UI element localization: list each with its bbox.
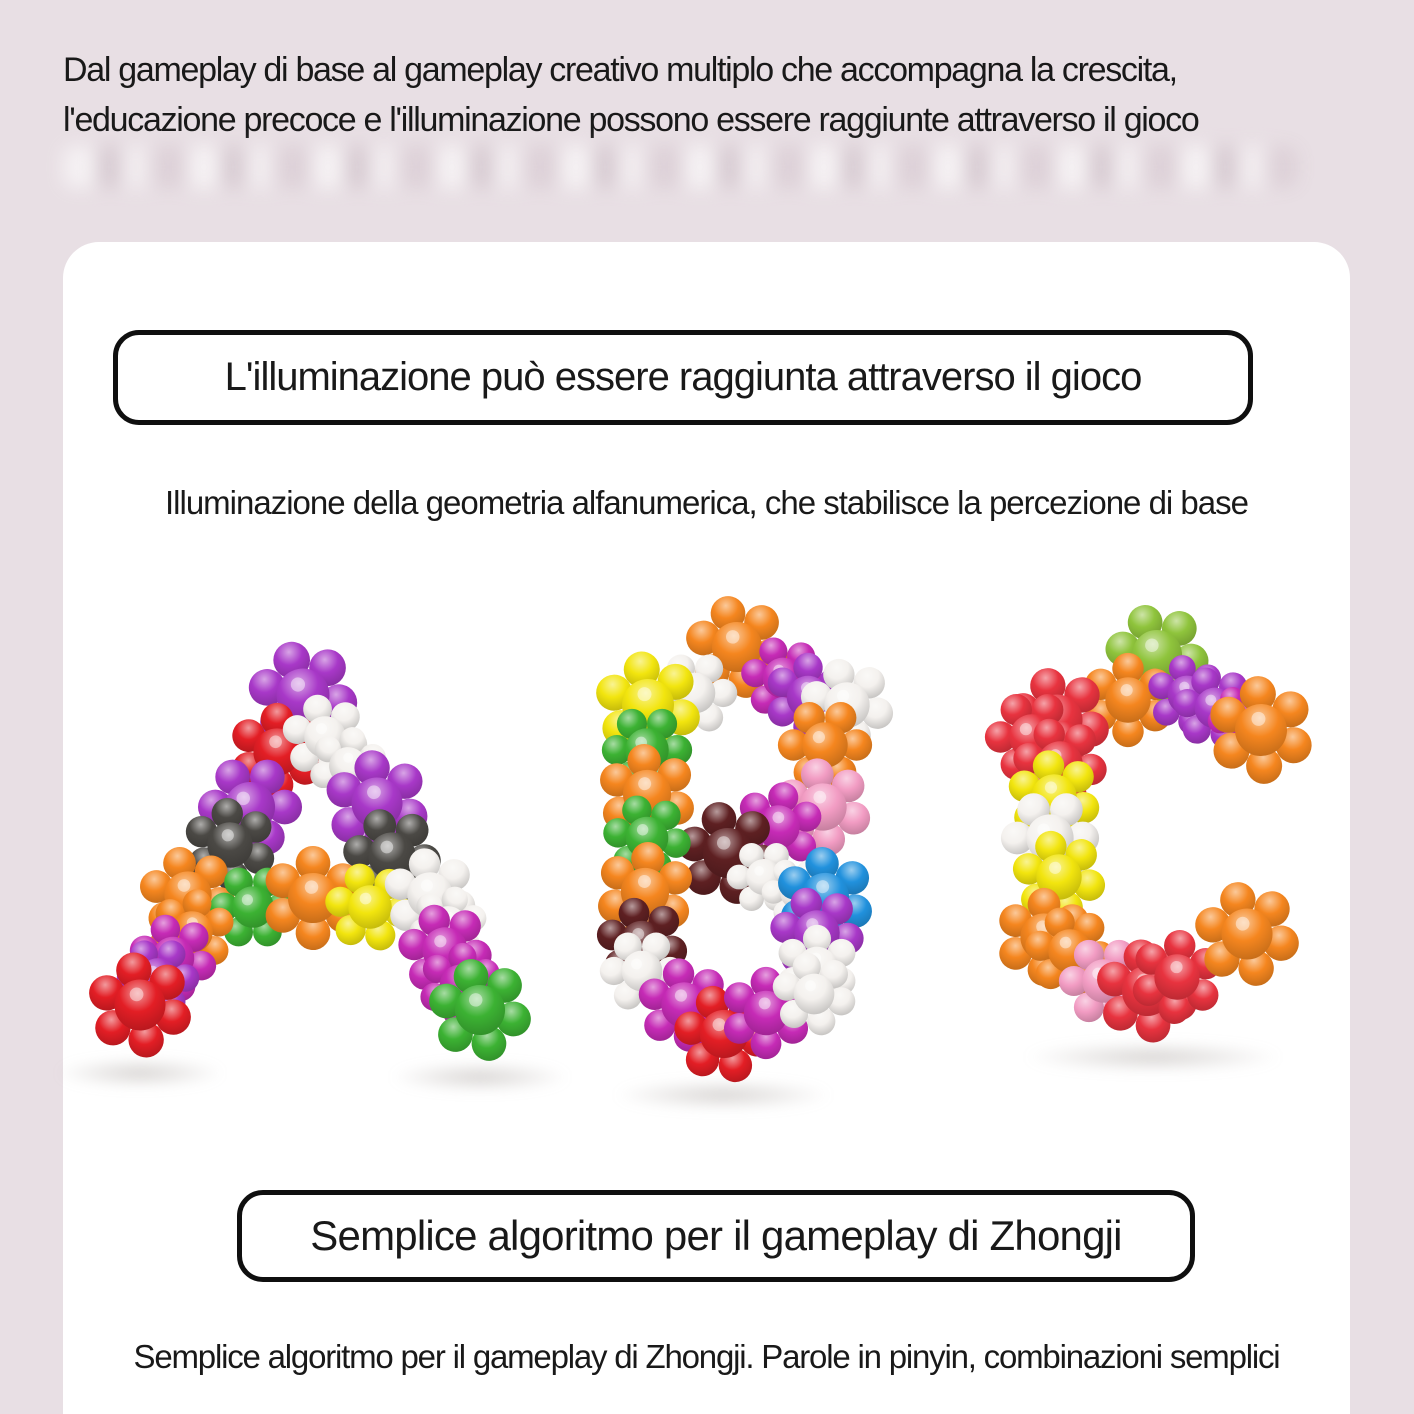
section1-subtitle: Illuminazione della geometria alfanumeri… [165, 484, 1249, 521]
section2-banner: Semplice algoritmo per il gameplay di Zh… [237, 1190, 1195, 1282]
flower-block-yellow-letter-A [325, 863, 415, 951]
header-line-2: l'educazione precoce e l'illuminazione p… [63, 101, 1200, 139]
block-ground-shadow [1023, 1042, 1283, 1072]
block-ground-shadow [55, 1058, 225, 1088]
flower-block-orange-letter-C [1195, 882, 1299, 986]
header-line-1: Dal gameplay di base al gameplay creativ… [63, 51, 1178, 89]
block-ground-shadow [390, 1062, 570, 1092]
flower-block-red-letter-A [89, 952, 191, 1058]
flower-block-green-letter-A [429, 959, 531, 1061]
flower-block-red2-letter-C [1132, 929, 1222, 1025]
section1-banner-label: L'illuminazione può essere raggiunta att… [224, 355, 1143, 399]
section1-banner: L'illuminazione può essere raggiunta att… [113, 330, 1253, 425]
block-ground-shadow [613, 1080, 833, 1110]
abc-blocks-illustration [55, 596, 1350, 1185]
flower-block-white-letter-B [772, 952, 856, 1036]
page-header: Dal gameplay di base al gameplay creativ… [63, 45, 1363, 145]
faded-text-artifact [63, 146, 1298, 188]
section2-banner-label: Semplice algoritmo per il gameplay di Zh… [310, 1212, 1122, 1259]
section2-subtitle: Semplice algoritmo per il gameplay di Zh… [133, 1338, 1281, 1375]
flower-block-orange-letter-C [1210, 676, 1312, 784]
